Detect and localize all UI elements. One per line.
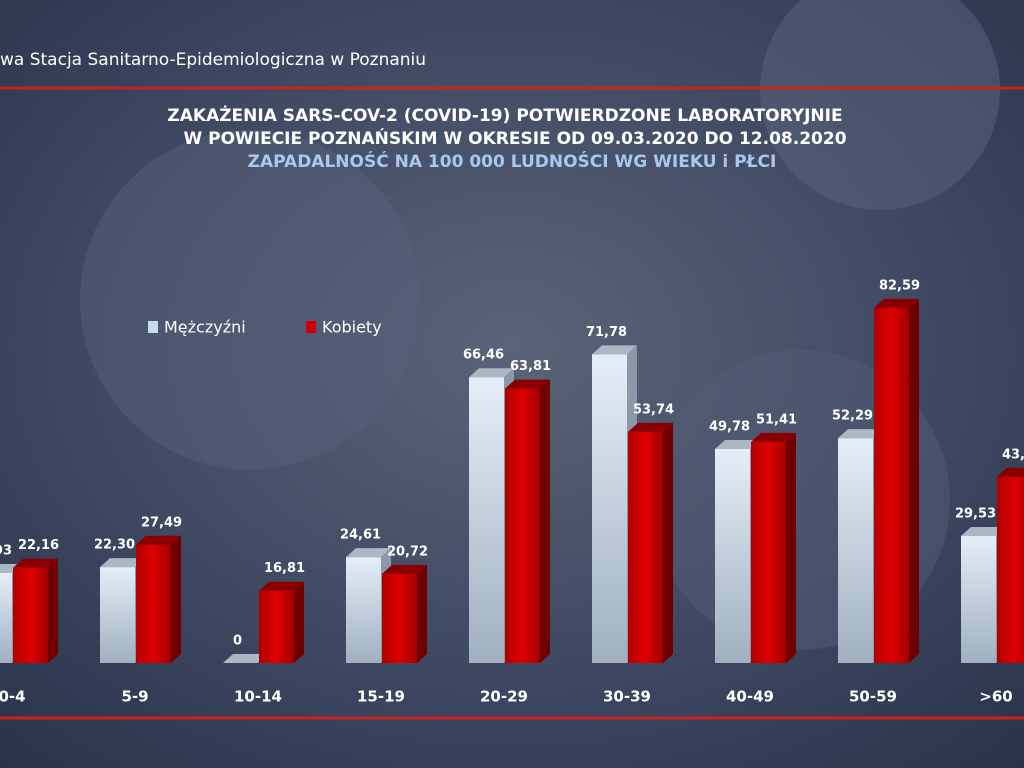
bar [592,345,637,663]
bar [751,432,796,663]
bar [505,379,550,663]
chart-title: ZAKAŻENIA SARS-COV-2 (COVID-19) POTWIERD… [167,104,842,126]
virus-decoration [80,130,420,470]
header: wa Stacja Sanitarno-Epidemiologiczna w P… [0,50,426,70]
data-label: 16,81 [264,561,305,576]
data-label: 52,29 [832,409,873,424]
x-tick-label: 20-29 [480,688,528,706]
bar [223,654,268,663]
x-tick-label: 30-39 [603,688,651,706]
bar [997,467,1024,663]
bar [136,535,181,663]
legend-label: Mężczyźni [164,318,246,337]
x-tick-label: 50-59 [849,688,897,706]
x-tick-label: >60 [979,688,1012,706]
chart-subtitle: ZAPADALNOŚĆ NA 100 000 LUDNOŚCI WG WIEKU… [248,150,777,172]
data-label: 24,61 [340,528,381,543]
data-label: 71,78 [586,325,627,340]
data-label: 82,59 [879,278,920,293]
data-label: 51,41 [756,412,797,427]
data-label: 22,30 [94,538,135,553]
legend-swatch [306,321,316,333]
x-tick-label: 15-19 [357,688,405,706]
data-label: 0 [233,634,242,649]
x-tick-label: 0-4 [0,688,26,706]
bar [259,581,304,663]
virus-decoration [760,0,1000,210]
data-label: 49,78 [709,419,750,434]
bar [382,564,427,663]
data-label: 22,16 [18,538,59,553]
legend-label: Kobiety [322,318,382,337]
data-label: 27,49 [141,515,182,530]
data-label: 66,46 [463,348,504,363]
data-label: 43,30 [1002,447,1024,462]
data-label: 53,74 [633,402,674,417]
x-tick-label: 5-9 [121,688,148,706]
data-label: 63,81 [510,359,551,374]
x-tick-label: 40-49 [726,688,774,706]
chart-subtitle: W POWIECIE POZNAŃSKIM W OKRESIE OD 09.03… [183,127,846,149]
bar [13,558,58,663]
x-tick-label: 10-14 [234,688,282,706]
data-label: 29,53 [955,507,996,522]
data-label: 20,72 [387,544,428,559]
data-label: 20,93 [0,544,12,559]
bar [874,298,919,663]
bar [628,422,673,663]
legend-swatch [148,321,158,333]
